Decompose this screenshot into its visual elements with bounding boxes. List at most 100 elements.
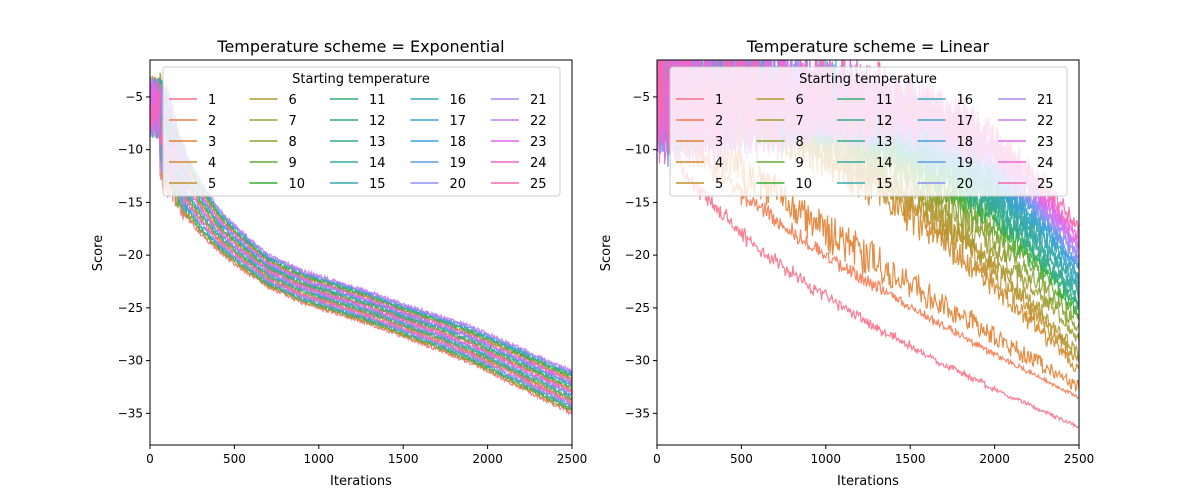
legend-label-15: 15 xyxy=(369,177,386,192)
y-tick-label: −10 xyxy=(625,143,650,157)
legend-title: Starting temperature xyxy=(292,72,430,87)
legend-label-11: 11 xyxy=(369,93,386,108)
legend-label-23: 23 xyxy=(1037,135,1054,150)
x-tick-label: 500 xyxy=(730,452,753,466)
legend-label-5: 5 xyxy=(208,177,216,192)
legend-label-16: 16 xyxy=(450,93,467,108)
y-tick-label: −35 xyxy=(118,406,143,420)
x-tick-label: 2500 xyxy=(557,452,588,466)
y-tick-label: −15 xyxy=(625,195,650,209)
legend-label-8: 8 xyxy=(289,135,297,150)
y-tick-label: −35 xyxy=(625,406,650,420)
series-line-24 xyxy=(150,83,572,393)
legend-label-9: 9 xyxy=(796,156,804,171)
chart-title: Temperature scheme = Exponential xyxy=(216,37,504,56)
legend-label-7: 7 xyxy=(796,114,804,129)
x-tick-label: 1000 xyxy=(811,452,842,466)
y-tick-label: −5 xyxy=(125,90,143,104)
plot-frame xyxy=(149,59,573,446)
legend-label-25: 25 xyxy=(530,177,547,192)
legend-label-18: 18 xyxy=(450,135,467,150)
legend-label-20: 20 xyxy=(957,177,974,192)
plot-frame xyxy=(656,59,1080,446)
legend-label-4: 4 xyxy=(208,156,216,171)
y-tick-label: −25 xyxy=(625,301,650,315)
y-tick-label: −10 xyxy=(118,143,143,157)
legend-label-6: 6 xyxy=(796,93,804,108)
legend-label-20: 20 xyxy=(450,177,467,192)
y-tick-label: −25 xyxy=(118,301,143,315)
series-line-25 xyxy=(150,80,572,407)
legend-label-13: 13 xyxy=(876,135,893,150)
x-tick-label: 2000 xyxy=(472,452,503,466)
legend-label-24: 24 xyxy=(1037,156,1054,171)
legend-label-13: 13 xyxy=(369,135,386,150)
legend-label-1: 1 xyxy=(715,93,723,108)
legend-label-3: 3 xyxy=(715,135,723,150)
x-tick-label: 500 xyxy=(223,452,246,466)
x-tick-label: 2500 xyxy=(1064,452,1095,466)
x-axis: 0 500 1000 1500 2000 2500 xyxy=(146,445,587,466)
y-axis-label: Score xyxy=(599,235,614,271)
legend-label-1: 1 xyxy=(208,93,216,108)
legend-label-22: 22 xyxy=(1037,114,1054,129)
y-axis: −35 −30 −25 −20 −15 −10 −5 xyxy=(118,90,150,420)
series-line-1 xyxy=(150,88,572,416)
y-tick-label: −30 xyxy=(625,354,650,368)
y-axis-label: Score xyxy=(91,235,106,271)
legend-label-5: 5 xyxy=(715,177,723,192)
chart-exponential: Temperature scheme = Exponential 0 500 100… xyxy=(91,37,587,489)
legend-label-17: 17 xyxy=(450,114,467,129)
y-tick-label: −30 xyxy=(118,354,143,368)
legend-label-12: 12 xyxy=(369,114,386,129)
series-line-19 xyxy=(150,77,572,387)
y-axis: −35 −30 −25 −20 −15 −10 −5 xyxy=(625,90,657,420)
legend-label-12: 12 xyxy=(876,114,893,129)
series-lines xyxy=(150,72,572,416)
legend: Starting temperature 1234567891011121314… xyxy=(669,66,1068,197)
y-tick-label: −5 xyxy=(632,90,650,104)
legend-label-22: 22 xyxy=(530,114,547,129)
series-line-1 xyxy=(657,88,1079,429)
legend-label-15: 15 xyxy=(876,177,893,192)
x-tick-label: 2000 xyxy=(979,452,1010,466)
legend-label-11: 11 xyxy=(876,93,893,108)
y-tick-label: −15 xyxy=(118,195,143,209)
legend-label-7: 7 xyxy=(289,114,297,129)
legend: Starting temperature 1234567891011121314… xyxy=(162,66,561,197)
x-tick-label: 1500 xyxy=(388,452,419,466)
x-axis: 0 500 1000 1500 2000 2500 xyxy=(653,445,1094,466)
legend-title: Starting temperature xyxy=(799,72,937,87)
legend-label-4: 4 xyxy=(715,156,723,171)
legend-label-19: 19 xyxy=(450,156,467,171)
y-tick-label: −20 xyxy=(118,248,143,262)
legend-label-19: 19 xyxy=(957,156,974,171)
x-tick-label: 0 xyxy=(146,452,154,466)
legend-label-23: 23 xyxy=(530,135,547,150)
legend-label-8: 8 xyxy=(796,135,804,150)
x-axis-label: Iterations xyxy=(330,474,392,489)
legend-label-2: 2 xyxy=(715,114,723,129)
x-tick-label: 0 xyxy=(653,452,661,466)
legend-label-9: 9 xyxy=(289,156,297,171)
chart-title: Temperature scheme = Linear xyxy=(746,37,990,56)
legend-label-16: 16 xyxy=(957,93,974,108)
x-tick-label: 1500 xyxy=(895,452,926,466)
series-line-15 xyxy=(150,80,572,387)
legend-label-18: 18 xyxy=(957,135,974,150)
legend-label-17: 17 xyxy=(957,114,974,129)
legend-label-10: 10 xyxy=(796,177,813,192)
legend-label-10: 10 xyxy=(289,177,306,192)
legend-label-21: 21 xyxy=(530,93,547,108)
legend-label-24: 24 xyxy=(530,156,547,171)
y-tick-label: −20 xyxy=(625,248,650,262)
legend-label-2: 2 xyxy=(208,114,216,129)
x-axis-label: Iterations xyxy=(837,474,899,489)
legend-label-6: 6 xyxy=(289,93,297,108)
chart-linear: Temperature scheme = Linear 0 500 1000 1500… xyxy=(599,37,1094,489)
legend-label-14: 14 xyxy=(369,156,386,171)
legend-label-21: 21 xyxy=(1037,93,1054,108)
legend-label-3: 3 xyxy=(208,135,216,150)
legend-label-14: 14 xyxy=(876,156,893,171)
